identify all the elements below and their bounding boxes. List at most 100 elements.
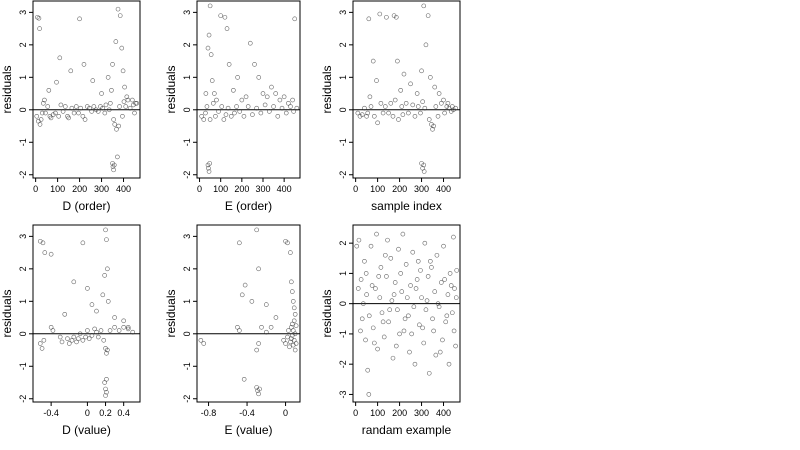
data-point	[78, 105, 83, 111]
data-point	[430, 316, 435, 322]
y-tick-label: -1	[18, 362, 28, 370]
data-point	[281, 94, 287, 100]
y-tick-label: 2	[338, 42, 348, 47]
data-point	[415, 104, 421, 109]
data-point	[204, 104, 210, 109]
data-point	[433, 104, 439, 109]
data-point	[106, 107, 112, 113]
data-point	[198, 337, 204, 343]
data-point	[359, 316, 365, 322]
y-axis-label: residuals	[0, 65, 14, 113]
data-point	[434, 252, 440, 258]
data-point	[85, 328, 90, 333]
data-point	[59, 339, 65, 345]
data-point	[436, 91, 442, 96]
data-point	[216, 109, 221, 114]
data-point	[447, 271, 453, 276]
y-tick-label: 1	[338, 271, 348, 276]
data-point	[53, 110, 58, 116]
data-point	[222, 14, 228, 20]
data-point	[283, 341, 288, 346]
y-tick-label: -1	[338, 330, 348, 338]
data-point	[377, 295, 383, 300]
data-point	[354, 243, 360, 249]
data-point	[260, 91, 266, 96]
data-point	[56, 113, 62, 119]
data-point	[411, 304, 417, 309]
data-point	[115, 6, 121, 12]
y-tick-label: 2	[18, 266, 28, 271]
data-point	[370, 325, 376, 331]
y-tick-label: -2	[338, 171, 348, 179]
data-point	[87, 105, 92, 111]
y-tick-label: -1	[182, 138, 192, 146]
data-point	[425, 274, 431, 279]
data-point	[429, 265, 434, 270]
data-point	[94, 308, 99, 314]
data-point	[288, 250, 293, 255]
y-tick-label: 3	[18, 234, 28, 239]
data-point	[34, 113, 40, 119]
data-point	[107, 328, 113, 333]
x-axis-label: D (order)	[62, 199, 110, 213]
data-point	[396, 117, 401, 122]
data-point	[362, 259, 367, 264]
data-point	[286, 101, 291, 106]
data-point	[431, 123, 436, 129]
data-point	[201, 117, 207, 122]
data-point	[368, 104, 374, 109]
data-point	[400, 231, 406, 237]
data-point	[223, 112, 229, 117]
data-point	[384, 14, 389, 20]
data-point	[445, 101, 451, 106]
data-point	[366, 16, 372, 22]
data-point	[292, 347, 298, 353]
x-tick-label: 200	[392, 184, 407, 194]
data-point	[417, 322, 422, 328]
data-point	[86, 336, 92, 341]
data-point	[66, 115, 71, 121]
data-point	[71, 110, 77, 116]
data-point	[121, 99, 127, 104]
x-axis-label: randam example	[362, 423, 452, 437]
data-point	[365, 367, 371, 373]
data-point	[421, 3, 427, 9]
data-point	[406, 313, 411, 319]
y-tick-label: 0	[182, 331, 192, 336]
data-point	[254, 347, 259, 353]
data-point	[433, 352, 439, 358]
data-point	[388, 255, 394, 261]
data-point	[203, 110, 208, 116]
data-point	[73, 104, 79, 109]
data-point	[116, 123, 121, 129]
data-point	[430, 126, 435, 132]
data-point	[390, 113, 396, 119]
data-point	[293, 341, 299, 346]
y-tick-label: 1	[18, 75, 28, 80]
data-point	[451, 328, 457, 334]
data-point	[373, 286, 378, 291]
data-point	[421, 340, 427, 346]
data-point	[453, 105, 458, 111]
x-tick-label: 0	[283, 408, 288, 418]
residual-plot-panel: 0 100 200 300 400 -2 -1 0 1 2 3 sample index residua…	[320, 0, 461, 213]
data-point	[435, 113, 441, 119]
data-point	[80, 337, 86, 343]
data-point	[256, 391, 261, 397]
data-point	[399, 104, 405, 109]
data-point	[432, 289, 438, 294]
data-point	[413, 286, 419, 291]
data-point	[386, 110, 391, 116]
data-point	[379, 310, 385, 316]
y-tick-label: -1	[182, 362, 192, 370]
data-point	[48, 251, 54, 257]
data-point	[256, 266, 261, 272]
data-point	[275, 113, 281, 119]
x-tick-label: 100	[50, 184, 65, 194]
data-point	[95, 334, 101, 340]
y-tick-label: 1	[18, 299, 28, 304]
data-point	[123, 104, 129, 109]
data-point	[104, 350, 109, 356]
y-tick-label: 3	[338, 10, 348, 15]
data-point	[103, 386, 108, 392]
